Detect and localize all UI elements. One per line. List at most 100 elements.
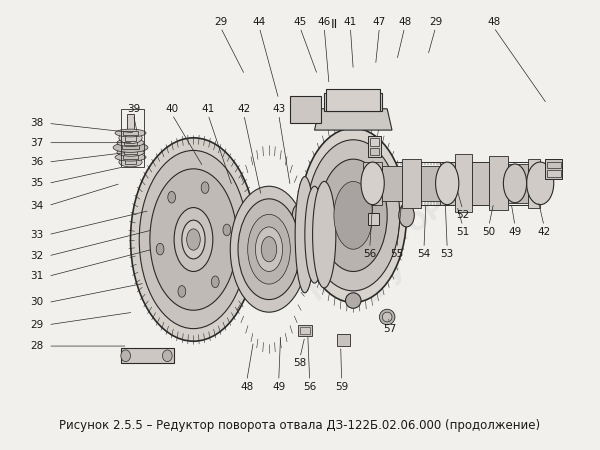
Bar [547, 170, 560, 176]
Bar [121, 348, 174, 364]
Bar [368, 213, 379, 225]
Ellipse shape [115, 153, 146, 161]
Text: 49: 49 [272, 382, 286, 392]
Bar [121, 109, 144, 167]
Text: 37: 37 [30, 138, 43, 148]
Ellipse shape [163, 350, 172, 361]
Ellipse shape [305, 186, 324, 283]
Text: 54: 54 [418, 249, 431, 259]
Ellipse shape [139, 150, 248, 328]
Bar [508, 164, 527, 202]
Ellipse shape [361, 162, 384, 205]
Ellipse shape [248, 214, 290, 284]
Ellipse shape [261, 237, 277, 262]
Text: 50: 50 [482, 227, 496, 237]
Ellipse shape [230, 186, 308, 312]
Ellipse shape [178, 286, 186, 297]
Ellipse shape [201, 182, 209, 194]
Bar [337, 334, 350, 346]
Ellipse shape [223, 224, 231, 236]
Text: 29: 29 [429, 17, 442, 27]
Bar [382, 166, 401, 201]
Text: 38: 38 [30, 118, 43, 128]
Ellipse shape [256, 227, 283, 271]
Text: 53: 53 [440, 249, 454, 259]
Text: 35: 35 [30, 178, 43, 189]
Ellipse shape [117, 139, 144, 147]
Ellipse shape [379, 309, 395, 325]
Text: 46: 46 [317, 17, 331, 27]
Ellipse shape [211, 276, 219, 288]
Text: 44: 44 [253, 17, 266, 27]
Polygon shape [314, 109, 392, 130]
Text: 49: 49 [508, 227, 521, 237]
Ellipse shape [156, 243, 164, 255]
Bar [370, 148, 379, 155]
Bar [125, 135, 136, 141]
Ellipse shape [382, 312, 392, 322]
Ellipse shape [168, 191, 176, 203]
Bar [472, 162, 489, 205]
Text: 47: 47 [373, 17, 386, 27]
Bar [527, 159, 540, 207]
Text: 29: 29 [214, 17, 227, 27]
Bar [124, 141, 137, 144]
Ellipse shape [292, 204, 308, 227]
Bar [440, 162, 455, 205]
Ellipse shape [295, 176, 314, 293]
Text: .РУ: .РУ [361, 260, 413, 306]
Text: 57: 57 [383, 324, 397, 333]
Bar [125, 159, 136, 164]
Text: 52: 52 [456, 210, 469, 220]
Ellipse shape [436, 162, 459, 205]
Ellipse shape [150, 169, 237, 310]
Ellipse shape [399, 204, 414, 227]
Bar [547, 162, 560, 168]
Text: 58: 58 [293, 359, 307, 369]
Ellipse shape [115, 129, 146, 137]
Ellipse shape [313, 181, 336, 288]
Bar [401, 159, 421, 207]
Ellipse shape [131, 138, 256, 341]
Bar [123, 155, 138, 159]
Text: 34: 34 [30, 201, 43, 211]
Ellipse shape [113, 143, 148, 153]
Ellipse shape [300, 128, 407, 302]
Text: Рисунок 2.5.5 – Редуктор поворота отвала ДЗ-122Б.02.06.000 (продолжение): Рисунок 2.5.5 – Редуктор поворота отвала… [59, 419, 541, 432]
Text: 51: 51 [456, 227, 469, 237]
Ellipse shape [182, 220, 205, 259]
Text: 40: 40 [166, 104, 179, 114]
Ellipse shape [307, 140, 400, 291]
Ellipse shape [319, 159, 387, 271]
Text: 55: 55 [390, 249, 403, 259]
Bar [368, 136, 382, 157]
Text: 41: 41 [344, 17, 357, 27]
Ellipse shape [121, 350, 131, 361]
Text: 39: 39 [127, 104, 140, 114]
Bar [324, 93, 382, 111]
Bar [122, 144, 139, 149]
Text: 41: 41 [202, 104, 215, 114]
Bar [455, 154, 472, 212]
Text: 36: 36 [30, 157, 43, 167]
Text: 59: 59 [335, 382, 348, 392]
Ellipse shape [174, 207, 213, 271]
Text: 48: 48 [487, 17, 500, 27]
Text: 48: 48 [398, 17, 411, 27]
Bar [489, 156, 508, 211]
Bar [124, 150, 137, 154]
Text: 32: 32 [30, 251, 43, 261]
Text: 29: 29 [30, 320, 43, 330]
Text: 42: 42 [538, 227, 551, 237]
Ellipse shape [119, 157, 142, 167]
Text: 48: 48 [240, 382, 253, 392]
Ellipse shape [503, 164, 527, 202]
Ellipse shape [238, 199, 300, 300]
Bar [298, 325, 311, 337]
Text: 43: 43 [272, 104, 286, 114]
Text: 45: 45 [293, 17, 307, 27]
Text: II: II [330, 18, 338, 31]
Ellipse shape [187, 229, 200, 250]
Text: 30: 30 [30, 297, 43, 307]
Bar [127, 113, 134, 133]
